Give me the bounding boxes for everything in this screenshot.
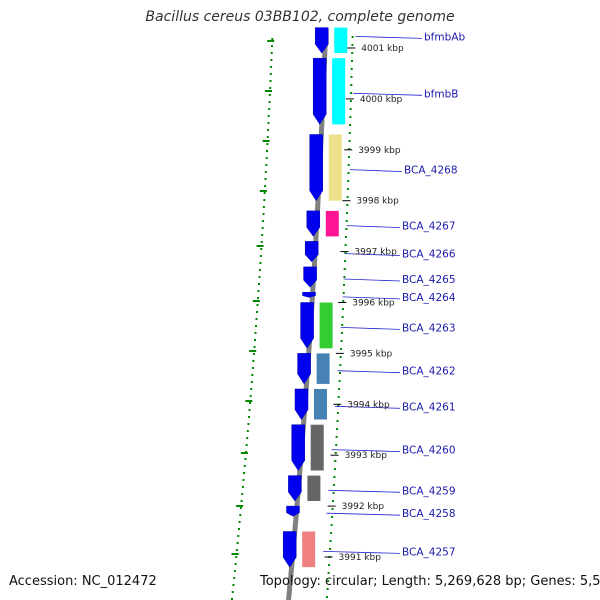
gene-bca-4259: BCA_4259 (288, 475, 456, 502)
gene-leader-line (346, 225, 401, 228)
gene-bca-4257: BCA_4257 (282, 531, 456, 568)
tick-3994: 3994 kbp (333, 400, 390, 410)
cds-arrow (297, 353, 311, 385)
gene-label: BCA_4267 (402, 221, 456, 233)
gene-bca-4261: BCA_4261 (294, 388, 456, 421)
tick-label: 3992 kbp (342, 502, 385, 512)
gene-leader-line (355, 36, 423, 39)
tick-4001: 4001 kbp (347, 44, 404, 54)
gene-leader-line (340, 327, 401, 330)
gene-leader-line (345, 253, 401, 256)
cds-arrow (315, 27, 329, 54)
tick-3996: 3996 kbp (338, 299, 395, 309)
tick-3998: 3998 kbp (342, 197, 399, 207)
gene-leader-line (328, 489, 401, 493)
gene-bca-4267: BCA_4267 (306, 210, 456, 237)
tick-3991: 3991 kbp (324, 553, 382, 563)
tick-3993: 3993 kbp (330, 451, 388, 461)
gene-label: BCA_4259 (402, 485, 456, 497)
cog-box (319, 302, 333, 349)
genome-summary: Topology: circularLength: 5,269,628 bpGe… (260, 574, 600, 589)
tick-label: 3998 kbp (356, 197, 399, 207)
cds-arrow (291, 424, 305, 471)
cds-arrow (312, 57, 327, 125)
tick-label: 3993 kbp (345, 451, 388, 461)
cog-box (316, 353, 330, 384)
gene-leader-line (334, 405, 401, 409)
topology-label: Topology: circular (260, 574, 374, 589)
tick-3995: 3995 kbp (335, 349, 393, 359)
gene-leader-line (353, 92, 423, 96)
cds-arrow (286, 505, 300, 517)
gene-label: bfmbB (424, 88, 458, 100)
gene-leader-line (342, 296, 401, 300)
gene-leader-line (349, 169, 403, 172)
length-label: Length: 5,269,628 bp (373, 574, 522, 589)
tick-label: 4001 kbp (361, 44, 404, 54)
cds-arrow (302, 292, 316, 298)
gene-bca-4260: BCA_4260 (291, 424, 456, 471)
gene-label: BCA_4260 (402, 445, 456, 457)
cds-arrow (300, 302, 314, 349)
map-title: Bacillus cereus 03BB102, complete genome (145, 9, 455, 25)
gene-label: BCA_4258 (402, 508, 456, 520)
gc-content-track (326, 36, 354, 598)
tick-label: 3995 kbp (350, 349, 393, 359)
gene-label: bfmbAb (424, 31, 465, 43)
gene-bfmbab: bfmbAb (315, 27, 465, 54)
gene-bca-4268: BCA_4268 (309, 134, 458, 202)
tick-label: 3994 kbp (347, 400, 390, 410)
tick-3997: 3997 kbp (340, 248, 397, 258)
cog-box (302, 531, 316, 568)
tick-label: 3991 kbp (339, 553, 382, 563)
gene-label: BCA_4263 (402, 322, 456, 334)
gene-bca-4264: BCA_4264 (302, 292, 456, 304)
gene-bca-4263: BCA_4263 (300, 302, 456, 349)
gene-label: BCA_4262 (402, 366, 456, 378)
cog-box (307, 475, 321, 501)
cog-box (325, 210, 339, 237)
accession-label: Accession: NC_012472 (9, 574, 157, 589)
tick-4000: 4000 kbp (345, 95, 403, 105)
gc-skew-track (231, 38, 275, 600)
gene-leader-line (331, 449, 401, 452)
gene-leader-line (343, 278, 401, 282)
gene-bfmbb: bfmbB (312, 57, 458, 125)
tick-label: 4000 kbp (360, 95, 403, 105)
gene-leader-line (323, 551, 401, 554)
cds-arrow (303, 266, 317, 288)
gene-bca-4258: BCA_4258 (286, 505, 456, 520)
gene-bca-4262: BCA_4262 (297, 353, 456, 385)
gene-bca-4266: BCA_4266 (304, 241, 456, 263)
tick-3999: 3999 kbp (344, 146, 401, 156)
cog-box (328, 134, 342, 201)
gene-label: BCA_4266 (402, 249, 456, 261)
cds-arrow (309, 134, 323, 202)
tick-3992: 3992 kbp (327, 502, 385, 512)
cds-arrow (294, 388, 309, 421)
genes-label: Genes: 5,544 (522, 574, 600, 589)
gene-label: BCA_4257 (402, 546, 456, 558)
cog-box (334, 27, 348, 53)
tick-label: 3996 kbp (352, 299, 395, 309)
cog-box (310, 424, 324, 471)
gene-label: BCA_4261 (402, 401, 456, 413)
gene-bca-4265: BCA_4265 (303, 266, 456, 288)
cds-arrow (306, 210, 321, 237)
gene-leader-line (326, 512, 401, 516)
gene-label: BCA_4268 (404, 165, 458, 177)
cds-arrow (304, 241, 319, 263)
cds-arrow (282, 531, 297, 568)
cog-box (332, 58, 346, 125)
gene-label: BCA_4265 (402, 274, 456, 286)
tick-label: 3997 kbp (354, 248, 397, 258)
cog-box (314, 389, 327, 420)
gene-leader-line (337, 370, 401, 374)
cds-arrow (288, 475, 302, 502)
tick-label: 3999 kbp (358, 146, 401, 156)
gene-label: BCA_4264 (402, 292, 456, 304)
